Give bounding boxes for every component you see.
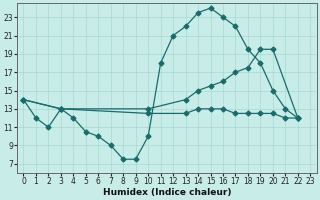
X-axis label: Humidex (Indice chaleur): Humidex (Indice chaleur) — [103, 188, 231, 197]
